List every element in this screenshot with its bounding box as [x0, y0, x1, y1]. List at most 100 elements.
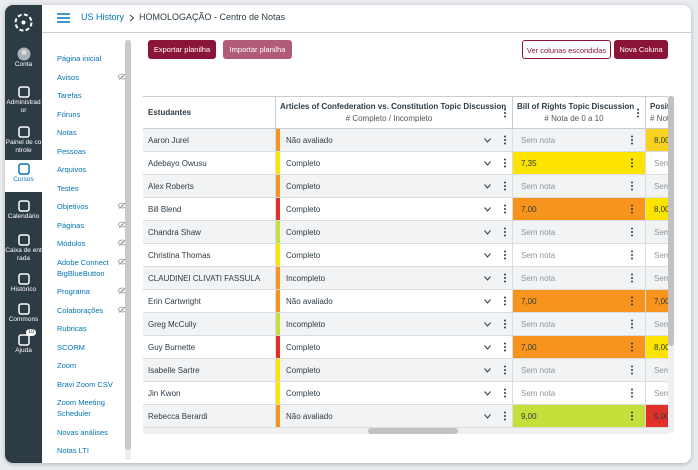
options-menu[interactable] [503, 158, 507, 168]
grade-cell[interactable]: 7,00 [513, 290, 646, 313]
student-name[interactable]: Greg McCully [143, 313, 276, 336]
course-nav-link[interactable]: Página inicial [55, 49, 127, 68]
grade-cell[interactable]: Sem nota [513, 359, 646, 382]
status-cell[interactable]: Completo [276, 175, 513, 198]
status-dropdown[interactable] [484, 207, 491, 212]
course-nav-link[interactable]: Notas [55, 123, 127, 142]
course-nav-link[interactable]: Avisos [55, 68, 127, 87]
status-dropdown[interactable] [484, 138, 491, 143]
options-menu[interactable] [503, 181, 507, 191]
course-nav-link[interactable]: Notas LTI [55, 441, 127, 460]
course-nav-link[interactable]: Zoom Meeting Scheduler [55, 393, 127, 423]
grade-cell[interactable]: Sem nota [513, 382, 646, 405]
course-nav-link[interactable]: Tarefas [55, 86, 127, 105]
grade-cell[interactable]: 7,00 [646, 290, 668, 313]
status-cell[interactable]: Não avaliado [276, 129, 513, 152]
grade-cell[interactable]: Sem [646, 359, 668, 382]
grade-cell[interactable]: Sem [646, 267, 668, 290]
student-name[interactable]: CLAUDINEI CLIVATI FASSULA [143, 267, 276, 290]
grade-cell[interactable]: Sem nota [513, 175, 646, 198]
global-nav-item[interactable]: Caixa de entrada [5, 231, 42, 263]
options-menu[interactable] [503, 319, 507, 329]
course-nav-link[interactable]: Novas análises [55, 423, 127, 442]
status-dropdown[interactable] [484, 276, 491, 281]
status-cell[interactable]: Completo [276, 198, 513, 221]
global-nav-item[interactable]: Histórico [5, 270, 42, 302]
student-name[interactable]: Isabelle Sartre [143, 359, 276, 382]
options-menu[interactable] [630, 342, 634, 352]
options-menu[interactable] [503, 227, 507, 237]
course-nav-link[interactable]: Pessoas [55, 142, 127, 161]
options-menu[interactable] [503, 342, 507, 352]
grade-cell[interactable]: Sem [646, 221, 668, 244]
options-menu[interactable] [630, 204, 634, 214]
grade-cell[interactable]: Sem nota [513, 221, 646, 244]
status-cell[interactable]: Completo [276, 336, 513, 359]
grade-cell[interactable]: Sem [646, 382, 668, 405]
status-dropdown[interactable] [484, 230, 491, 235]
student-name[interactable]: Adebayo Owusu [143, 152, 276, 175]
course-nav-link[interactable]: Páginas [55, 216, 127, 235]
status-cell[interactable]: Não avaliado [276, 405, 513, 428]
status-cell[interactable]: Incompleto [276, 267, 513, 290]
status-cell[interactable]: Completo [276, 221, 513, 244]
course-nav-link[interactable]: Zoom [55, 356, 127, 375]
student-name[interactable]: Jin Kwon [143, 382, 276, 405]
status-dropdown[interactable] [484, 391, 491, 396]
course-nav-link[interactable]: Rubricas [55, 319, 127, 338]
grade-cell[interactable]: Sem nota [513, 267, 646, 290]
options-menu[interactable] [630, 388, 634, 398]
breadcrumb-link[interactable]: US History [81, 12, 125, 22]
grade-cell[interactable]: Sem nota [513, 313, 646, 336]
student-name[interactable]: Aaron Jurel [143, 129, 276, 152]
status-cell[interactable]: Completo [276, 382, 513, 405]
toolbar-button[interactable]: Importar planilha [223, 40, 292, 59]
toolbar-button[interactable]: Nova Coluna [614, 40, 668, 59]
options-menu[interactable] [503, 135, 507, 145]
student-name[interactable]: Bill Blend [143, 198, 276, 221]
global-nav-item[interactable]: 10 Ajuda [5, 329, 42, 363]
student-name[interactable]: Guy Burnette [143, 336, 276, 359]
course-nav-link[interactable]: Adobe Connect BigBlueButton [55, 253, 127, 283]
global-nav-item[interactable]: Conta [5, 45, 42, 77]
options-menu[interactable] [630, 296, 634, 306]
global-nav-item[interactable]: Commons [5, 300, 42, 332]
student-name[interactable]: Alex Roberts [143, 175, 276, 198]
global-nav-item[interactable]: Cursos [5, 160, 42, 192]
grade-cell[interactable]: 7,35 [513, 152, 646, 175]
options-menu[interactable] [503, 108, 507, 118]
student-name[interactable]: Christina Thomas [143, 244, 276, 267]
course-nav-link[interactable]: Colaborações [55, 301, 127, 320]
options-menu[interactable] [630, 411, 634, 421]
status-dropdown[interactable] [484, 161, 491, 166]
status-dropdown[interactable] [484, 184, 491, 189]
options-menu[interactable] [503, 388, 507, 398]
options-menu[interactable] [503, 273, 507, 283]
course-nav-link[interactable]: SCORM [55, 338, 127, 357]
toolbar-button[interactable]: Exportar planilha [148, 40, 216, 59]
options-menu[interactable] [630, 135, 634, 145]
grade-cell[interactable]: Sem [646, 313, 668, 336]
options-menu[interactable] [630, 181, 634, 191]
grade-cell[interactable]: Sem [646, 244, 668, 267]
options-menu[interactable] [503, 365, 507, 375]
grade-cell[interactable]: 7,00 [513, 336, 646, 359]
options-menu[interactable] [503, 204, 507, 214]
grade-cell[interactable]: 7,00 [513, 198, 646, 221]
course-nav-link[interactable]: Arquivos [55, 160, 127, 179]
menu-toggle[interactable] [57, 13, 71, 23]
student-name[interactable]: Rebecca Berardi [143, 405, 276, 428]
grade-cell[interactable]: 8,00 [646, 129, 668, 152]
options-menu[interactable] [503, 296, 507, 306]
grade-cell[interactable]: Sem [646, 152, 668, 175]
grade-cell[interactable]: 5,00 [646, 405, 668, 428]
status-dropdown[interactable] [484, 414, 491, 419]
grade-cell[interactable]: Sem nota [513, 129, 646, 152]
options-menu[interactable] [503, 250, 507, 260]
options-menu[interactable] [630, 250, 634, 260]
options-menu[interactable] [630, 319, 634, 329]
grade-cell[interactable]: 8,00 [646, 336, 668, 359]
course-nav-link[interactable]: Bravi Zoom CSV [55, 375, 127, 394]
global-nav-item[interactable]: Calendário [5, 197, 42, 229]
status-dropdown[interactable] [484, 345, 491, 350]
